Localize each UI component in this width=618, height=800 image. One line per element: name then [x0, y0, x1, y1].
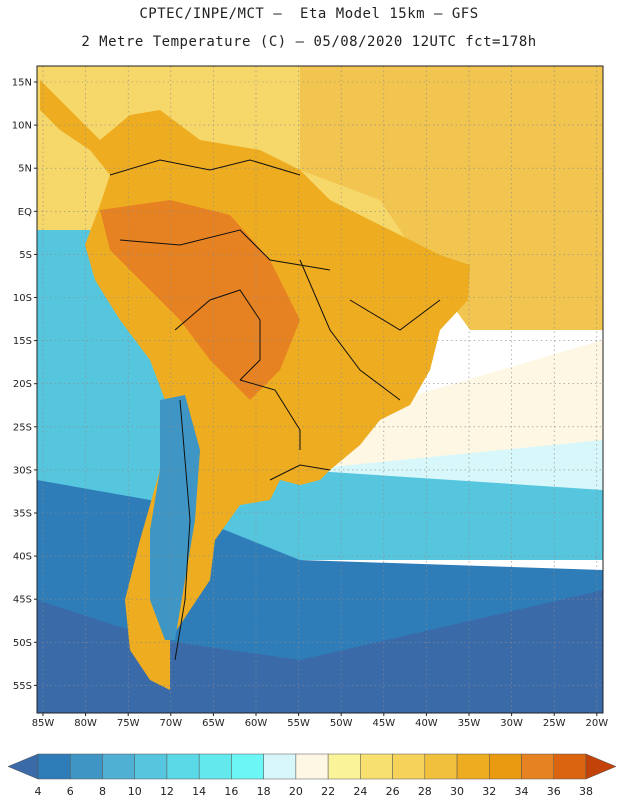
title-line-2: 2 Metre Temperature (C) – 05/08/2020 12U… [81, 34, 537, 50]
colorbar-label: 16 [224, 785, 238, 798]
colorbar-arrow-right [585, 753, 617, 780]
ocean-warm-north-atlantic [300, 66, 603, 330]
colorbar-label: 22 [321, 785, 335, 798]
colorbar: 4 6 8 10 12 14 16 18 20 22 24 26 28 30 32 34 36 38 [7, 753, 617, 798]
lat-label: EQ [18, 207, 32, 218]
lat-label: 5S [19, 250, 32, 261]
andes-cold-strip [150, 395, 200, 640]
colorbar-label: 28 [418, 785, 432, 798]
colorbar-swatch [521, 753, 555, 780]
map-frame [36, 65, 604, 714]
lon-label: 50W [330, 718, 353, 729]
lon-label: 75W [117, 718, 140, 729]
colorbar-label: 6 [67, 785, 74, 798]
border-line-bolivia [174, 289, 261, 381]
border-line-peru-brazil [119, 229, 331, 271]
colorbar-label: 26 [386, 785, 400, 798]
colorbar-swatch [489, 753, 522, 780]
latitude-labels: 15N 10N 5N EQ 5S 10S 15S 20S 25S 30S 35S 40S 45S 50S 5… [12, 78, 37, 692]
lat-label: 20S [13, 379, 32, 390]
colorbar-swatch [424, 753, 458, 780]
lat-label: 5N [18, 164, 32, 175]
country-borders [109, 159, 441, 661]
colorbar-swatch [198, 753, 232, 780]
lat-label: 25S [13, 422, 32, 433]
colorbar-label: 38 [579, 785, 593, 798]
colorbar-swatch [392, 753, 426, 780]
lat-label: 15N [12, 78, 32, 89]
border-line-chile-argentina [174, 399, 191, 661]
title-line-1: CPTEC/INPE/MCT – Eta Model 15km – GFS [139, 6, 479, 22]
map-area [37, 66, 603, 713]
colorbar-label: 32 [482, 785, 496, 798]
lon-label: 30W [500, 718, 523, 729]
colorbar-label: 4 [35, 785, 42, 798]
colorbar-label: 24 [353, 785, 367, 798]
ocean-pale-region [330, 340, 603, 480]
longitude-labels: 85W 80W 75W 70W 65W 60W 55W 50W 45W 40W 35W 30W 25W 2… [32, 713, 608, 729]
colorbar-swatch [231, 753, 264, 780]
colorbar-swatch [134, 753, 168, 780]
colorbar-swatch [69, 753, 103, 780]
border-line-brazil-states [299, 259, 441, 401]
border-line-paraguay [239, 379, 301, 450]
colorbar-swatch [456, 753, 490, 780]
colorbar-swatch [166, 753, 200, 780]
colorbar-swatch [102, 753, 135, 780]
colorbar-label: 36 [547, 785, 561, 798]
colorbar-label: 18 [257, 785, 271, 798]
border-line-north [109, 159, 301, 176]
colorbar-swatch [360, 753, 393, 780]
colorbar-label: 30 [450, 785, 464, 798]
lon-label: 80W [74, 718, 97, 729]
lat-label: 40S [13, 552, 32, 563]
lat-label: 55S [13, 681, 32, 692]
lat-label: 50S [13, 638, 32, 649]
colorbar-arrow-left [7, 753, 39, 780]
colorbar-swatch [295, 753, 329, 780]
colorbar-label: 14 [192, 785, 206, 798]
colorbar-label: 8 [99, 785, 106, 798]
lat-label: 35S [13, 509, 32, 520]
lon-label: 65W [202, 718, 225, 729]
lat-label: 10S [13, 293, 32, 304]
land-hot-interior [100, 200, 300, 400]
colorbar-label: 10 [128, 785, 142, 798]
lat-label: 30S [13, 465, 32, 476]
lon-label: 55W [287, 718, 310, 729]
colorbar-label: 34 [515, 785, 529, 798]
lat-label: 15S [13, 336, 32, 347]
lon-label: 40W [415, 718, 438, 729]
colorbar-swatch [327, 753, 361, 780]
colorbar-label: 12 [160, 785, 174, 798]
lon-label: 20W [585, 718, 608, 729]
lon-label: 60W [245, 718, 268, 729]
lat-label: 10N [12, 121, 32, 132]
colorbar-swatch [263, 753, 297, 780]
lon-label: 85W [32, 718, 55, 729]
lon-label: 25W [543, 718, 566, 729]
lon-label: 70W [159, 718, 182, 729]
lon-label: 45W [372, 718, 395, 729]
colorbar-swatch [37, 753, 71, 780]
lat-label: 45S [13, 595, 32, 606]
colorbar-swatch [553, 753, 587, 780]
colorbar-label: 20 [289, 785, 303, 798]
lon-label: 35W [458, 718, 481, 729]
border-line-uruguay [269, 464, 331, 481]
ocean-deep-region [37, 590, 603, 713]
